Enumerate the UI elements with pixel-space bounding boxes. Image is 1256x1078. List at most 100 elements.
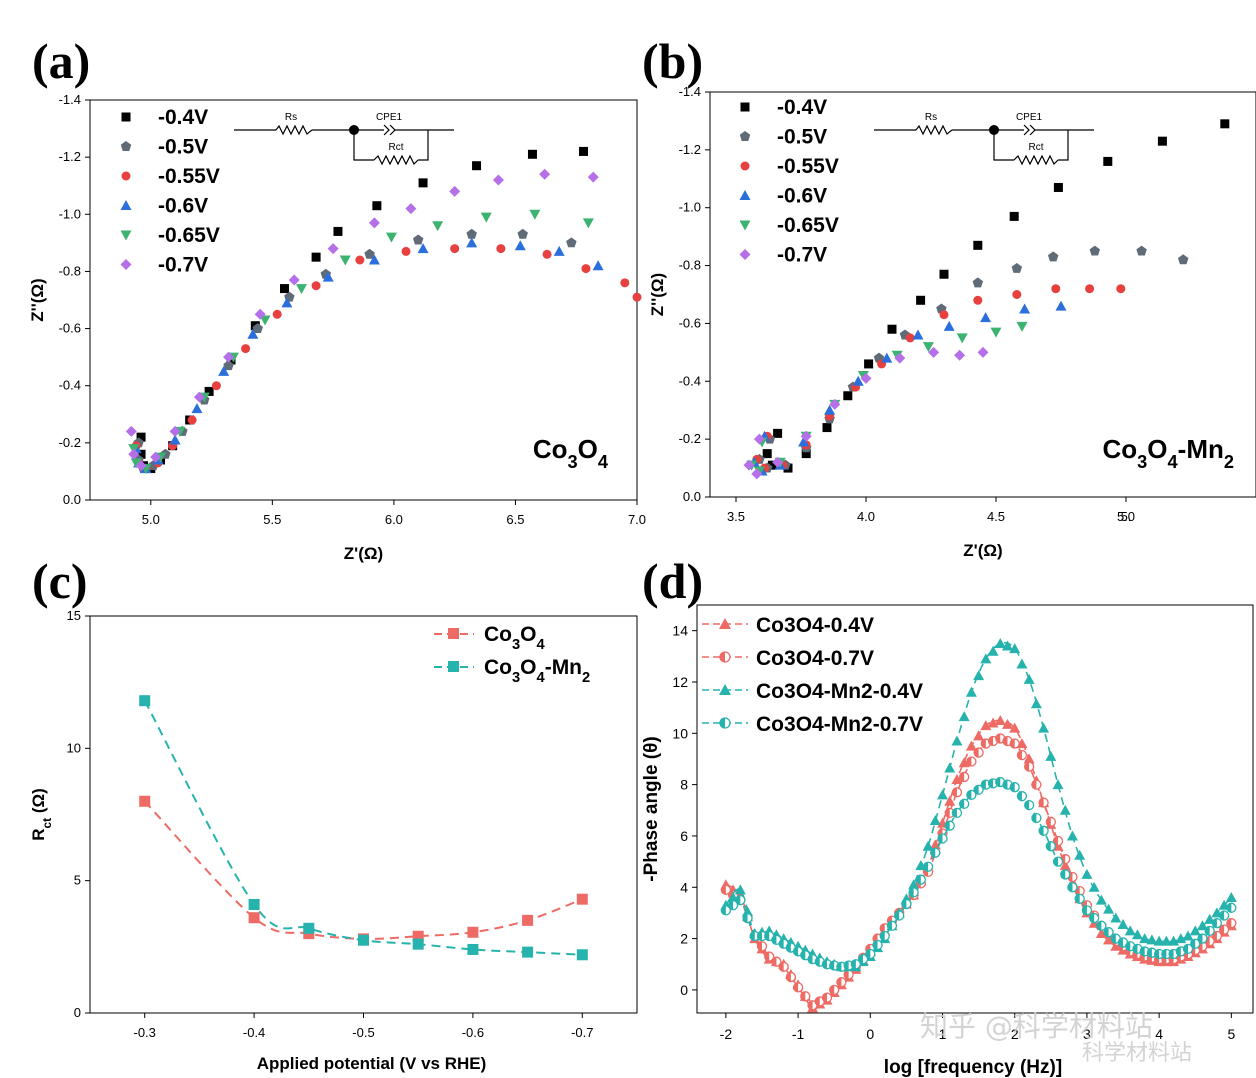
- d-series-point-1: [1226, 918, 1237, 929]
- a-legend-marker: [121, 112, 131, 122]
- d-series-point-3: [1067, 882, 1078, 893]
- d-series-point-3-half: [945, 821, 950, 831]
- a-point-065V: [432, 221, 444, 232]
- d-series-point-3-half: [1031, 813, 1037, 823]
- a-point-05V: [364, 248, 375, 259]
- d-series-point-0: [965, 740, 977, 751]
- a-point-04V: [333, 226, 343, 236]
- panel-c-rct-vs-potential: 0 5 10 15 -0.3 -0.4 -0.5 -0.6 -0.7 Co3O4Co3O4-Mn2…: [29, 608, 638, 1073]
- c-series-point-1: [576, 949, 588, 961]
- d-series-point-1: [792, 982, 804, 993]
- d-series-point-3-half: [1212, 918, 1217, 928]
- d-series-point-1-half: [786, 972, 791, 982]
- b-point-06V: [1055, 300, 1067, 311]
- d-series-point-2: [929, 815, 941, 826]
- d-legend-marker: [719, 651, 731, 663]
- d-series-point-2: [987, 645, 999, 656]
- d-series-point-3-half: [995, 777, 1001, 787]
- d-series-point-1-half: [836, 977, 842, 987]
- c-series-point-0: [248, 912, 260, 924]
- d-series-point-1-half: [764, 952, 770, 962]
- c-ytick-label: 0: [74, 1005, 81, 1020]
- d-series-point-3: [1146, 947, 1158, 958]
- d-series-point-1: [1038, 797, 1049, 808]
- a-point-04V: [418, 178, 428, 188]
- a-point-04V: [579, 146, 589, 156]
- d-series-point-3-half: [1053, 857, 1059, 867]
- d-series-point-1: [771, 956, 782, 967]
- a-point-055V: [632, 292, 642, 302]
- a-point-07V: [288, 274, 300, 286]
- d-series-point-1-half: [721, 885, 726, 895]
- d-series-point-3-half: [1039, 826, 1044, 836]
- d-series-point-0: [980, 720, 992, 731]
- d-series-point-3-half: [865, 949, 871, 959]
- d-series-point-2: [922, 840, 934, 851]
- d-series-point-2: [1225, 892, 1237, 903]
- d-series-point-1: [836, 977, 847, 988]
- d-series-point-1-half: [952, 787, 957, 797]
- d-ytick-label: 10: [672, 725, 688, 741]
- a-point-065V: [296, 284, 308, 295]
- c-ylabel: Rct (Ω): [29, 788, 54, 841]
- d-series-point-1-half: [1017, 750, 1022, 760]
- a-ylabel: Z''(Ω): [28, 278, 47, 321]
- d-series-point-3-half: [938, 834, 943, 844]
- d-series-point-3-half: [1089, 913, 1095, 923]
- d-series-point-3-half: [771, 935, 777, 945]
- d-series-point-0: [1001, 718, 1013, 729]
- d-series-point-1-half: [779, 962, 784, 972]
- d-series-point-3-half: [959, 799, 965, 809]
- c-series-point-0: [467, 926, 479, 938]
- b-point-04V: [1157, 136, 1167, 146]
- d-series-point-3: [937, 833, 948, 844]
- d-plot-frame: [696, 604, 1254, 1014]
- a-rct-label: Rct: [389, 142, 404, 153]
- d-ytick-label: 8: [680, 777, 688, 793]
- d-series-point-1-half: [974, 748, 979, 758]
- a-xtick-label: 5.0: [142, 512, 160, 527]
- a-point-065V: [385, 232, 397, 243]
- a-point-07V: [405, 203, 417, 215]
- a-point-07V: [587, 171, 599, 183]
- d-series-point-1: [1218, 924, 1230, 935]
- a-point-06V: [553, 245, 565, 256]
- b-point-04V: [887, 324, 897, 334]
- d-series-point-0: [1059, 859, 1071, 870]
- c-series-point-1: [467, 943, 479, 955]
- a-point-04V: [311, 252, 321, 262]
- d-series-point-3: [1103, 927, 1114, 938]
- d-series-point-2: [944, 762, 956, 773]
- c-xlabel: Applied potential (V vs RHE): [257, 1054, 487, 1073]
- b-xtick-label: 4.5: [987, 509, 1005, 524]
- d-series-point-1-half: [771, 957, 777, 967]
- b-legend-label: -0.7V: [777, 244, 827, 267]
- b-point-07V: [772, 456, 784, 468]
- d-series-point-1-half: [822, 993, 827, 1003]
- a-point-055V: [581, 264, 591, 274]
- c-ytick-label: 10: [67, 740, 81, 755]
- d-xtick-label: 2: [1011, 1026, 1019, 1042]
- d-series-point-3: [951, 807, 963, 818]
- a-point-07V: [223, 351, 235, 363]
- b-ytick-label: -0.2: [679, 431, 701, 446]
- d-series-point-1-half: [815, 996, 820, 1006]
- d-legend-marker-half: [720, 718, 725, 728]
- c-xtick-label: -0.3: [133, 1025, 155, 1040]
- b-point-07V: [829, 398, 841, 410]
- b-legend-label: -0.65V: [777, 214, 839, 237]
- d-series-point-0: [1009, 722, 1021, 733]
- d-series-point-3-half: [1197, 934, 1203, 944]
- a-ytick-label: -1.2: [59, 149, 81, 164]
- d-series-point-2: [1009, 643, 1021, 654]
- d-series-point-2: [1139, 933, 1151, 944]
- d-series-point-3: [1045, 841, 1056, 852]
- a-sample-title: Co3O4: [533, 434, 609, 472]
- a-point-055V: [211, 381, 221, 391]
- d-legend-label: Co3O4-Mn2-0.4V: [756, 680, 923, 703]
- a-point-07V: [128, 448, 140, 460]
- a-point-06V: [218, 365, 230, 376]
- panel-b-nyquist-co3o4-mn2: 0.0 -0.2 -0.4 -0.6 -0.8 -1.0 -1.2 -1.4 3.5 4.0 4.5…: [648, 84, 1256, 560]
- d-series-point-3: [922, 861, 934, 872]
- d-ytick-label: 2: [680, 931, 688, 947]
